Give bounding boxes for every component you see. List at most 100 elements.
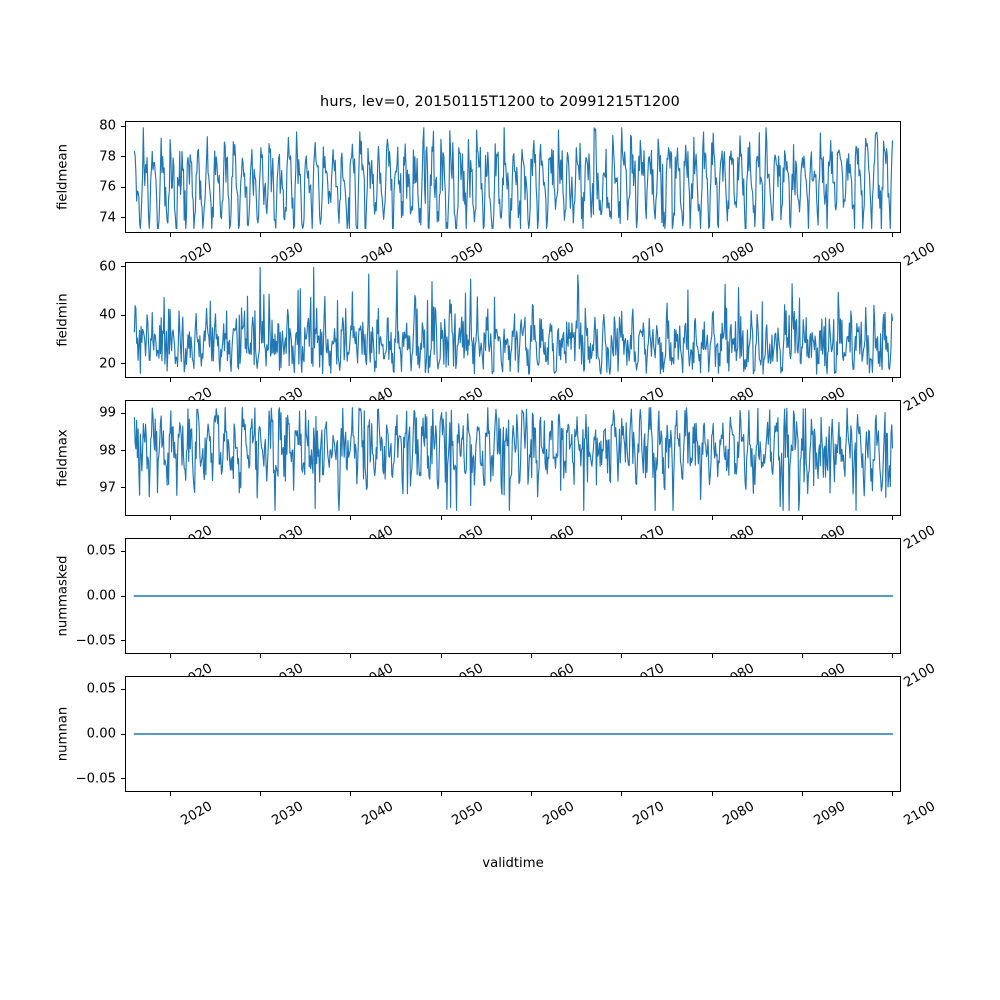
subplot-fieldmean: 74 76 78 80 fieldmean 2020 2030 2040 2050 2060 207…: [56, 119, 938, 270]
x-tick-label: 2100: [901, 799, 938, 829]
x-tick-label: 2050: [449, 799, 487, 829]
x-tick-mark: [892, 233, 894, 237]
x-tick-mark: [802, 378, 804, 382]
x-tick-mark: [892, 792, 894, 796]
y-tick-label: 80: [99, 118, 116, 134]
x-tick-label: 2090: [811, 799, 848, 829]
x-tick-mark: [621, 516, 623, 520]
x-tick-mark: [711, 516, 713, 520]
subplot-numnan: −0.05 0.00 0.05 numnan 2020 2030 2040 2050 2060 2…: [56, 676, 938, 829]
series-line-numnan: [133, 733, 894, 735]
x-tick-mark: [169, 792, 171, 796]
x-tick-mark: [350, 233, 352, 237]
x-tick-mark: [531, 654, 533, 658]
y-axis-label-fieldmin: fieldmin: [55, 293, 71, 347]
x-tick-label: 2100: [901, 385, 938, 415]
x-tick-mark: [711, 233, 713, 237]
x-tick-label: 2070: [630, 799, 667, 829]
x-tick-label: 2100: [901, 523, 938, 553]
y-tick-mark: [121, 314, 125, 316]
series-line-nummasked: [133, 595, 894, 597]
x-tick-mark: [169, 516, 171, 520]
x-tick-mark: [531, 516, 533, 520]
y-tick-label: 98: [99, 443, 116, 459]
y-axis-label-numnan: numnan: [55, 706, 71, 762]
figure-title: hurs, lev=0, 20150115T1200 to 20991215T1…: [320, 94, 680, 110]
x-tick-mark: [621, 378, 623, 382]
subplot-nummasked: −0.050.000.05nummasked202020302040205020…: [56, 538, 938, 691]
x-tick-mark: [711, 654, 713, 658]
y-tick-label: 0.00: [86, 588, 116, 604]
y-tick-label: 97: [99, 480, 116, 496]
y-tick-mark: [121, 450, 125, 452]
x-tick-mark: [260, 654, 262, 658]
x-tick-mark: [440, 654, 442, 658]
x-tick-label: 2040: [359, 799, 396, 829]
y-tick-label: 99: [99, 405, 116, 421]
x-tick-mark: [711, 792, 713, 796]
x-tick-mark: [531, 792, 533, 796]
y-tick-mark: [121, 550, 125, 552]
x-axis-label: validtime: [482, 856, 544, 871]
y-tick-mark: [121, 217, 125, 219]
x-tick-mark: [802, 654, 804, 658]
x-tick-mark: [350, 792, 352, 796]
x-tick-mark: [892, 654, 894, 658]
y-tick-label: 78: [99, 149, 116, 165]
x-tick-mark: [802, 792, 804, 796]
x-tick-mark: [440, 516, 442, 520]
x-tick-mark: [350, 654, 352, 658]
x-tick-mark: [440, 378, 442, 382]
y-tick-mark: [121, 156, 125, 158]
subplot-fieldmin: 204060fieldmin20202030204020502060207020…: [56, 259, 938, 414]
y-tick-label: −0.05: [75, 633, 116, 649]
y-axis-label-fieldmax: fieldmax: [55, 429, 71, 487]
y-tick-label: 76: [99, 179, 116, 195]
y-tick-mark: [121, 363, 125, 365]
x-tick-label: 2100: [901, 661, 938, 691]
x-tick-mark: [531, 378, 533, 382]
x-tick-mark: [350, 516, 352, 520]
x-tick-label: 2020: [178, 799, 216, 829]
x-tick-mark: [621, 792, 623, 796]
x-tick-label: 2060: [540, 799, 577, 829]
series-line-fieldmean: [133, 127, 894, 230]
x-tick-mark: [711, 378, 713, 382]
x-tick-mark: [621, 233, 623, 237]
x-tick-label: 2100: [901, 240, 938, 270]
y-tick-mark: [121, 688, 125, 690]
y-tick-mark: [121, 595, 125, 597]
y-tick-label: 20: [99, 356, 116, 371]
x-tick-mark: [802, 233, 804, 237]
series-line-fieldmax: [133, 406, 894, 511]
y-tick-mark: [121, 487, 125, 489]
x-tick-mark: [260, 233, 262, 237]
y-tick-label: −0.05: [75, 771, 116, 787]
y-tick-mark: [121, 640, 125, 642]
y-tick-label: 0.05: [86, 543, 116, 559]
y-tick-label: 40: [99, 307, 116, 323]
y-axis-label-fieldmean: fieldmean: [55, 144, 71, 210]
x-tick-mark: [440, 792, 442, 796]
x-tick-mark: [260, 516, 262, 520]
y-tick-mark: [121, 412, 125, 414]
y-tick-label: 0.00: [86, 726, 116, 742]
x-tick-mark: [621, 654, 623, 658]
series-line-fieldmin: [133, 266, 894, 375]
x-tick-mark: [892, 378, 894, 382]
x-tick-mark: [531, 233, 533, 237]
x-tick-mark: [440, 233, 442, 237]
x-tick-mark: [169, 233, 171, 237]
y-tick-mark: [121, 266, 125, 268]
y-axis-label-nummasked: nummasked: [55, 555, 71, 637]
y-tick-label: 0.05: [86, 681, 116, 697]
x-tick-mark: [260, 792, 262, 796]
x-tick-mark: [350, 378, 352, 382]
y-tick-mark: [121, 186, 125, 188]
y-tick-mark: [121, 733, 125, 735]
x-tick-mark: [169, 654, 171, 658]
x-tick-mark: [892, 516, 894, 520]
x-tick-mark: [260, 378, 262, 382]
x-tick-mark: [802, 516, 804, 520]
